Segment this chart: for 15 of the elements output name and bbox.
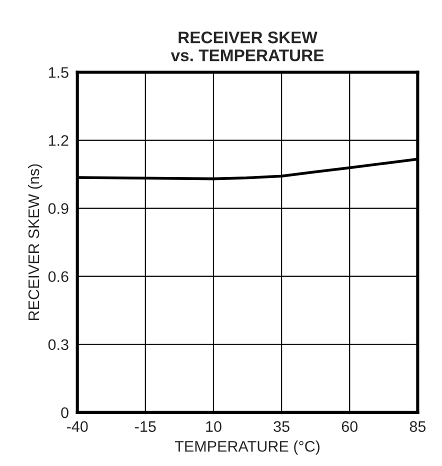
- chart-title: RECEIVER SKEW vs. TEMPERATURE: [170, 32, 324, 62]
- x-tick-label: -40: [66, 421, 88, 432]
- y-tick-label: 0.9: [48, 203, 68, 214]
- x-tick-label: 10: [206, 421, 222, 432]
- x-tick-label: 35: [274, 421, 290, 432]
- y-tick-label: 0.6: [48, 271, 68, 282]
- y-tick-label: 0.3: [48, 339, 68, 350]
- y-tick-label: 1.2: [48, 135, 68, 146]
- x-axis-title: TEMPERATURE (°C): [174, 440, 320, 455]
- y-tick-label: 0: [61, 407, 68, 418]
- x-tick-label: 60: [342, 421, 358, 432]
- x-tick-label: 85: [410, 421, 426, 432]
- y-tick-label: 1.5: [48, 67, 68, 78]
- y-axis-title: RECEIVER SKEW (ns): [28, 164, 42, 320]
- x-tick-label: -15: [135, 421, 156, 432]
